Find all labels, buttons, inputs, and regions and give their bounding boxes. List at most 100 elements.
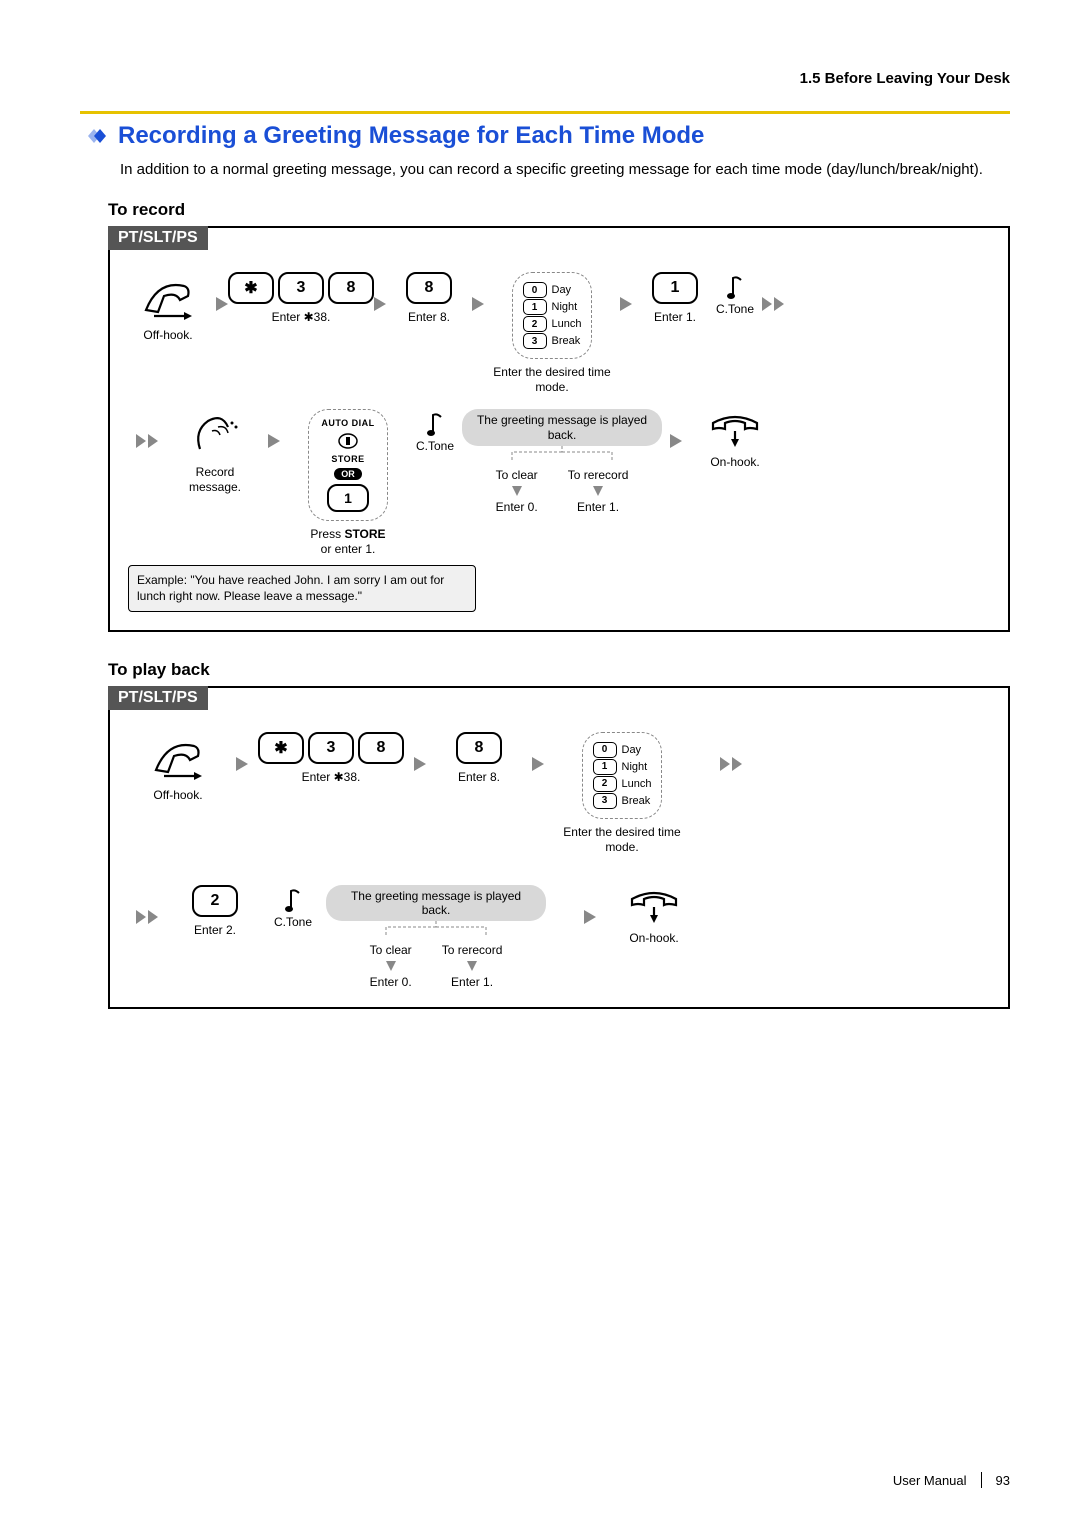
example-box: Example: "You have reached John. I am so… xyxy=(128,565,476,611)
arrow-icon xyxy=(470,295,486,313)
mode2-label-1: Night xyxy=(622,761,648,773)
key-star2: ✱ xyxy=(258,732,304,764)
section-header: 1.5 Before Leaving Your Desk xyxy=(80,70,1010,87)
branch-clear-action2: Enter 0. xyxy=(370,975,412,989)
or-pill: OR xyxy=(334,468,362,480)
store-store: STORE xyxy=(331,454,364,464)
label-eight: Enter 8. xyxy=(408,310,450,325)
down-arrow-icon xyxy=(465,959,479,973)
offhook-icon xyxy=(140,272,196,322)
mode-key-2: 2 xyxy=(523,316,547,332)
subhead-record: To record xyxy=(108,200,1010,220)
key-8d: 8 xyxy=(456,732,502,764)
branch-rerecord-action: Enter 1. xyxy=(577,500,619,514)
label-onhook: On-hook. xyxy=(710,455,759,470)
mode2-label-3: Break xyxy=(622,795,651,807)
key-3b: 3 xyxy=(308,732,354,764)
ctone-icon xyxy=(723,272,747,302)
mode-label-0: Day xyxy=(552,284,572,296)
key-store-1: 1 xyxy=(327,484,369,512)
store-button-icon xyxy=(337,432,359,450)
mode2-key-2: 2 xyxy=(593,776,617,792)
double-arrow-icon xyxy=(760,295,790,313)
arrow-icon xyxy=(372,295,388,313)
mode2-key-1: 1 xyxy=(593,759,617,775)
arrow-icon xyxy=(668,432,684,450)
label-one: Enter 1. xyxy=(654,310,696,325)
store-box: AUTO DIAL STORE OR 1 xyxy=(308,409,387,521)
mode-key-0: 0 xyxy=(523,282,547,298)
label-modes: Enter the desired time mode. xyxy=(492,365,612,395)
label-record-msg: Record message. xyxy=(170,465,260,495)
time-mode-box2: 0 Day 1 Night 2 Lunch 3 Break xyxy=(582,732,663,819)
label-store: Press STOREor enter 1. xyxy=(310,527,385,557)
onhook-icon xyxy=(624,885,684,925)
label-star38: Enter ✱38. xyxy=(272,310,331,325)
ctone-icon xyxy=(423,409,447,439)
down-arrow-icon xyxy=(384,959,398,973)
arrow-icon xyxy=(234,755,250,773)
store-autodial: AUTO DIAL xyxy=(321,418,374,428)
panel-playback: PT/SLT/PS Off-hook. ✱ 3 xyxy=(108,686,1010,1010)
diamond-icon xyxy=(80,126,108,146)
label-two: Enter 2. xyxy=(194,923,236,938)
arrow-icon xyxy=(618,295,634,313)
page-footer: User Manual 93 xyxy=(893,1472,1010,1488)
intro-text: In addition to a normal greeting message… xyxy=(120,160,1010,180)
mode2-key-3: 3 xyxy=(593,793,617,809)
key-star: ✱ xyxy=(228,272,274,304)
playback-bubble: The greeting message is played back. xyxy=(462,409,662,446)
divider-rule xyxy=(80,111,1010,114)
key-8c: 8 xyxy=(358,732,404,764)
label-ctone3: C.Tone xyxy=(274,915,312,929)
label-ctone: C.Tone xyxy=(716,302,754,316)
branch-lines xyxy=(482,446,642,464)
label-eight2: Enter 8. xyxy=(458,770,500,785)
subhead-playback: To play back xyxy=(108,660,1010,680)
mode-key-3: 3 xyxy=(523,333,547,349)
time-mode-box: 0 Day 1 Night 2 Lunch 3 Break xyxy=(512,272,593,359)
label-offhook2: Off-hook. xyxy=(153,788,202,803)
branch-rerecord-action2: Enter 1. xyxy=(451,975,493,989)
page-title: Recording a Greeting Message for Each Ti… xyxy=(118,122,704,150)
down-arrow-icon xyxy=(591,484,605,498)
branch-clear2: To clear xyxy=(370,943,412,957)
branch-clear: To clear xyxy=(496,468,538,482)
ctone-icon xyxy=(281,885,305,915)
offhook-icon xyxy=(150,732,206,782)
double-arrow-icon xyxy=(718,755,748,773)
panel-tab-playback: PT/SLT/PS xyxy=(108,686,208,710)
panel-record: PT/SLT/PS Off-hook. ✱ 3 xyxy=(108,226,1010,631)
playback-bubble2: The greeting message is played back. xyxy=(326,885,546,922)
panel-tab-record: PT/SLT/PS xyxy=(108,226,208,250)
label-offhook: Off-hook. xyxy=(143,328,192,343)
record-message-icon xyxy=(188,409,242,459)
onhook-icon xyxy=(705,409,765,449)
double-arrow-icon xyxy=(134,908,164,926)
label-onhook2: On-hook. xyxy=(629,931,678,946)
footer-page: 93 xyxy=(996,1473,1010,1488)
branch-rerecord: To rerecord xyxy=(568,468,629,482)
key-3: 3 xyxy=(278,272,324,304)
double-arrow-icon xyxy=(134,432,164,450)
mode2-label-0: Day xyxy=(622,744,642,756)
branch-rerecord2: To rerecord xyxy=(442,943,503,957)
arrow-icon xyxy=(266,432,282,450)
footer-manual: User Manual xyxy=(893,1473,967,1488)
branch-clear-action: Enter 0. xyxy=(496,500,538,514)
arrow-icon xyxy=(412,755,428,773)
mode-label-3: Break xyxy=(552,335,581,347)
arrow-icon xyxy=(530,755,546,773)
key-8b: 8 xyxy=(406,272,452,304)
mode-key-1: 1 xyxy=(523,299,547,315)
mode2-label-2: Lunch xyxy=(622,778,652,790)
label-ctone2: C.Tone xyxy=(416,439,454,453)
mode-label-2: Lunch xyxy=(552,318,582,330)
mode2-key-0: 0 xyxy=(593,742,617,758)
key-2: 2 xyxy=(192,885,238,917)
label-modes2: Enter the desired time mode. xyxy=(552,825,692,855)
down-arrow-icon xyxy=(510,484,524,498)
mode-label-1: Night xyxy=(552,301,578,313)
arrow-icon xyxy=(582,908,598,926)
key-1: 1 xyxy=(652,272,698,304)
